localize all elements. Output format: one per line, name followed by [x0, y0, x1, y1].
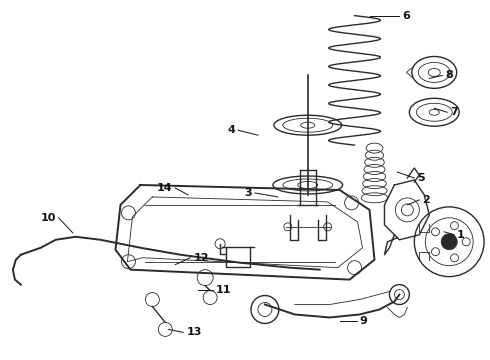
Text: 3: 3	[245, 188, 252, 198]
Text: 1: 1	[457, 230, 465, 240]
Text: 6: 6	[402, 11, 410, 21]
Text: 2: 2	[422, 195, 430, 205]
Circle shape	[441, 234, 457, 250]
Text: 8: 8	[445, 71, 453, 80]
Text: 14: 14	[157, 183, 172, 193]
Text: 10: 10	[40, 213, 56, 223]
Text: 7: 7	[450, 107, 458, 117]
Text: 9: 9	[360, 316, 368, 327]
Text: 4: 4	[227, 125, 235, 135]
Text: 13: 13	[186, 327, 201, 337]
Text: 12: 12	[193, 253, 209, 263]
Text: 5: 5	[417, 173, 425, 183]
Text: 11: 11	[216, 284, 232, 294]
